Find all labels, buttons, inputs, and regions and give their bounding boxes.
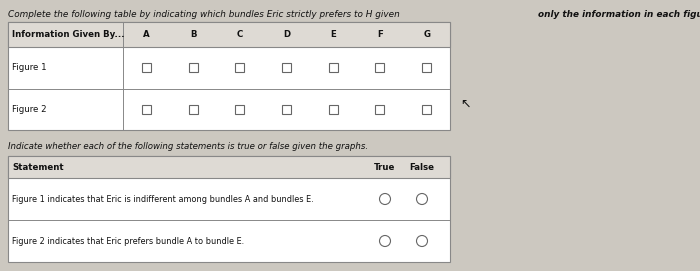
Bar xyxy=(8,22,450,47)
Circle shape xyxy=(416,235,428,247)
Bar xyxy=(188,105,197,114)
Bar xyxy=(235,105,244,114)
Text: only the information in each figure.: only the information in each figure. xyxy=(538,10,700,19)
Text: E: E xyxy=(330,30,336,39)
Text: Statement: Statement xyxy=(12,163,64,172)
Circle shape xyxy=(416,193,428,205)
Bar xyxy=(142,105,151,114)
Text: Figure 1: Figure 1 xyxy=(12,63,47,72)
Bar xyxy=(422,63,431,72)
Text: Complete the following table by indicating which bundles Eric strictly prefers t: Complete the following table by indicati… xyxy=(8,10,402,19)
Bar xyxy=(422,105,431,114)
Text: F: F xyxy=(377,30,383,39)
Bar xyxy=(329,105,337,114)
Bar xyxy=(329,63,337,72)
Bar xyxy=(188,63,197,72)
Circle shape xyxy=(379,235,391,247)
Bar xyxy=(375,63,384,72)
Text: ↖: ↖ xyxy=(460,98,470,111)
Bar xyxy=(375,105,384,114)
Bar xyxy=(8,156,450,262)
Text: D: D xyxy=(283,30,290,39)
Bar xyxy=(8,22,450,130)
Text: G: G xyxy=(423,30,430,39)
Bar xyxy=(8,156,450,178)
Text: Figure 2: Figure 2 xyxy=(12,105,47,114)
Bar xyxy=(235,63,244,72)
Text: Information Given By...: Information Given By... xyxy=(12,30,125,39)
Text: C: C xyxy=(237,30,243,39)
Text: False: False xyxy=(410,163,435,172)
Text: A: A xyxy=(143,30,150,39)
Circle shape xyxy=(379,193,391,205)
Text: Figure 1 indicates that Eric is indifferent among bundles A and bundles E.: Figure 1 indicates that Eric is indiffer… xyxy=(12,195,314,204)
Bar xyxy=(282,63,291,72)
Bar xyxy=(282,105,291,114)
Text: B: B xyxy=(190,30,196,39)
Text: True: True xyxy=(374,163,395,172)
Text: Indicate whether each of the following statements is true or false given the gra: Indicate whether each of the following s… xyxy=(8,142,368,151)
Bar xyxy=(142,63,151,72)
Text: Figure 2 indicates that Eric prefers bundle A to bundle E.: Figure 2 indicates that Eric prefers bun… xyxy=(12,237,244,246)
